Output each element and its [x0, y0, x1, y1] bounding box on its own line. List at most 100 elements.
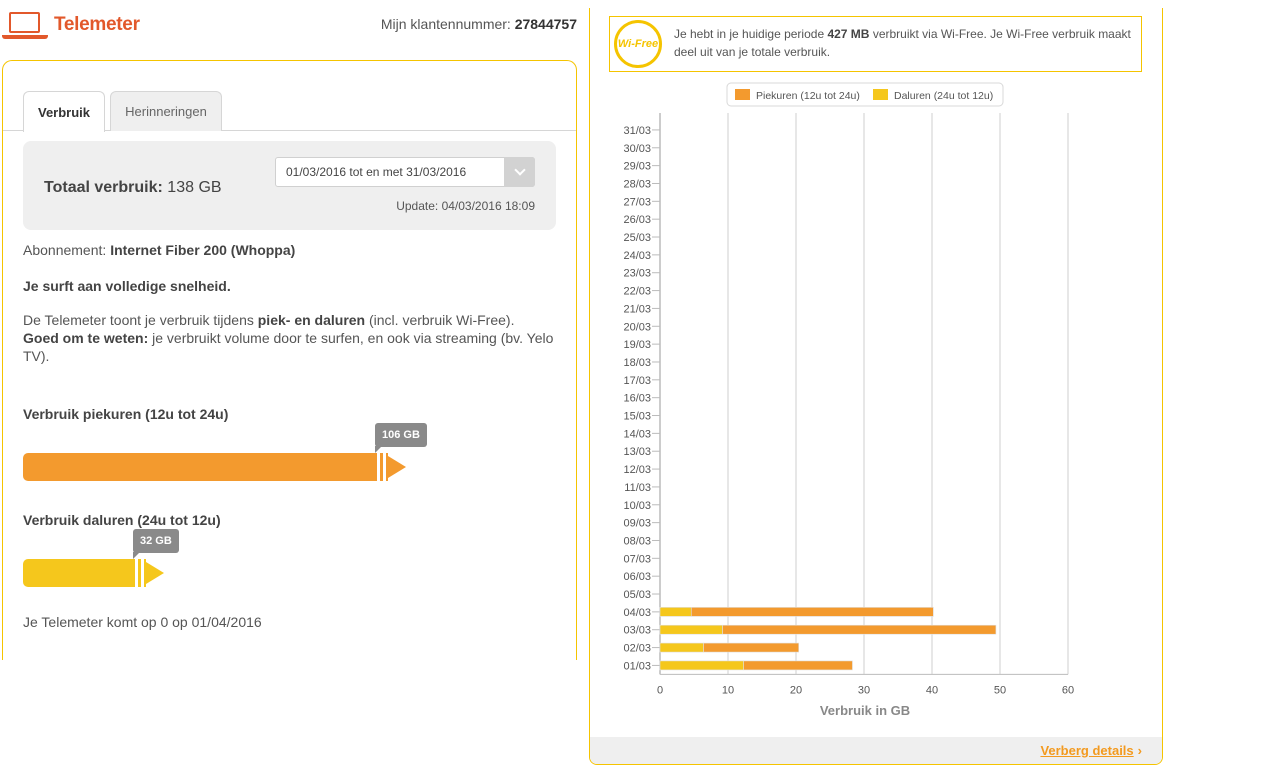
details-footer: Verberg details › — [590, 737, 1162, 764]
y-tick-label-01-03: 01/03 — [623, 660, 651, 672]
y-tick-label-16-03: 16/03 — [623, 393, 651, 405]
bar-03-03-series-0 — [659, 624, 723, 635]
y-tick-label-10-03: 10/03 — [623, 500, 651, 512]
wifi-free-logo-icon: Wi-Free — [614, 20, 662, 68]
x-tick-label-0: 0 — [657, 684, 663, 696]
chevron-down-icon — [513, 164, 526, 176]
period-select[interactable]: 01/03/2016 tot en met 31/03/2016 — [275, 157, 535, 187]
legend-swatch-1 — [873, 89, 888, 100]
bar-02-03-series-0 — [659, 642, 704, 653]
y-tick-label-18-03: 18/03 — [623, 357, 651, 369]
x-tick-label-20: 20 — [790, 684, 802, 696]
y-tick-label-29-03: 29/03 — [623, 161, 651, 173]
chart-grid — [659, 113, 1069, 675]
offpeak-bar-tip — [146, 562, 164, 584]
bar-01-03-series-0 — [659, 660, 744, 671]
y-tick-label-22-03: 22/03 — [623, 286, 651, 298]
y-tick-label-31-03: 31/03 — [623, 125, 651, 137]
y-tick-label-28-03: 28/03 — [623, 178, 651, 190]
y-tick-label-06-03: 06/03 — [623, 571, 651, 583]
customer-number-value: 27844757 — [514, 16, 577, 32]
chart-y-axis: 31/03 30/03 29/03 28/03 27/03 26/03 25/03 24/03… — [623, 125, 660, 672]
y-tick-label-20-03: 20/03 — [623, 321, 651, 333]
hide-details-link[interactable]: Verberg details › — [1040, 743, 1142, 758]
y-tick-label-24-03: 24/03 — [623, 250, 651, 262]
page-title: Telemeter — [54, 14, 140, 35]
usage-card: Verbruik Herinneringen Totaal verbruik: … — [2, 60, 577, 660]
telemeter-explanation: De Telemeter toont je verbruik tijdens p… — [23, 312, 554, 364]
y-tick-label-07-03: 07/03 — [623, 553, 651, 565]
x-tick-label-30: 30 — [858, 684, 870, 696]
usage-summary: Totaal verbruik: 138 GB 01/03/2016 tot e… — [23, 141, 556, 230]
y-tick-label-02-03: 02/03 — [623, 643, 651, 655]
customer-number-label: Mijn klantennummer: — [380, 16, 511, 32]
wifi-free-notice: Wi-Free Je hebt in je huidige periode 42… — [609, 16, 1142, 72]
reset-notice: Je Telemeter komt op 0 op 01/04/2016 — [23, 614, 262, 630]
x-tick-label-50: 50 — [994, 684, 1006, 696]
update-timestamp: Update: 04/03/2016 18:09 — [396, 199, 535, 213]
y-tick-label-09-03: 09/03 — [623, 518, 651, 530]
legend-label-0: Piekuren (12u tot 24u) — [756, 90, 860, 102]
y-tick-label-23-03: 23/03 — [623, 268, 651, 280]
peak-usage-badge: 106 GB — [375, 423, 427, 453]
tab-herinneringen[interactable]: Herinneringen — [110, 91, 222, 131]
chart-x-axis-title: Verbruik in GB — [820, 703, 910, 718]
legend-label-1: Daluren (24u tot 12u) — [894, 90, 993, 102]
subscription-info: Abonnement: Internet Fiber 200 (Whoppa) — [23, 241, 563, 259]
y-tick-label-14-03: 14/03 — [623, 428, 651, 440]
peak-bar-body — [23, 453, 388, 481]
bar-02-03-series-1 — [703, 642, 800, 653]
bar-01-03-series-1 — [743, 660, 853, 671]
x-tick-label-60: 60 — [1062, 684, 1074, 696]
daily-usage-chart: Piekuren (12u tot 24u) Daluren (24u tot 1… — [623, 82, 1074, 718]
y-tick-label-15-03: 15/03 — [623, 411, 651, 423]
total-usage-label: Totaal verbruik: — [44, 179, 163, 196]
total-usage: Totaal verbruik: 138 GB — [44, 179, 222, 197]
y-tick-label-04-03: 04/03 — [623, 607, 651, 619]
details-panel: Wi-Free Je hebt in je huidige periode 42… — [589, 8, 1163, 765]
y-tick-label-26-03: 26/03 — [623, 214, 651, 226]
bar-04-03-series-1 — [690, 607, 934, 617]
tab-bar: Verbruik Herinneringen — [3, 91, 576, 132]
y-tick-label-03-03: 03/03 — [623, 625, 651, 637]
peak-usage-title: Verbruik piekuren (12u tot 24u) — [23, 406, 229, 422]
chart-x-axis: 0 10 20 30 40 50 60 — [657, 684, 1074, 696]
wifi-free-text: Je hebt in je huidige periode 427 MB ver… — [674, 27, 1131, 59]
offpeak-usage-badge: 32 GB — [133, 529, 179, 559]
y-tick-label-27-03: 27/03 — [623, 196, 651, 208]
y-tick-label-05-03: 05/03 — [623, 589, 651, 601]
brand: Telemeter — [2, 8, 140, 42]
x-tick-label-10: 10 — [722, 684, 734, 696]
chart-bars — [659, 607, 997, 671]
bar-03-03-series-1 — [722, 624, 997, 635]
offpeak-usage-title: Verbruik daluren (24u tot 12u) — [23, 512, 221, 528]
chart-legend: Piekuren (12u tot 24u) Daluren (24u tot 1… — [726, 82, 1004, 107]
offpeak-bar-body — [23, 559, 146, 587]
y-tick-label-25-03: 25/03 — [623, 232, 651, 244]
y-tick-label-12-03: 12/03 — [623, 464, 651, 476]
y-tick-label-30-03: 30/03 — [623, 143, 651, 155]
y-tick-label-21-03: 21/03 — [623, 303, 651, 315]
speed-message: Je surft aan volledige snelheid. — [23, 278, 231, 294]
legend-swatch-0 — [735, 89, 750, 100]
laptop-icon — [2, 10, 48, 40]
total-usage-value: 138 GB — [167, 179, 222, 196]
wifi-free-logo-text: Wi-Free — [617, 38, 659, 50]
bar-04-03-series-0 — [659, 607, 692, 617]
peak-bar-tip — [388, 456, 406, 478]
y-tick-label-08-03: 08/03 — [623, 535, 651, 547]
wifi-free-amount: 427 MB — [827, 27, 870, 41]
subscription-label: Abonnement: — [23, 242, 107, 258]
subscription-value: Internet Fiber 200 (Whoppa) — [110, 242, 296, 258]
x-tick-label-40: 40 — [926, 684, 938, 696]
tab-verbruik[interactable]: Verbruik — [23, 91, 105, 132]
y-tick-label-11-03: 11/03 — [624, 482, 651, 494]
period-select-toggle[interactable] — [504, 157, 535, 187]
chevron-right-icon: › — [1137, 743, 1142, 758]
legend-box — [726, 82, 1004, 107]
y-tick-label-19-03: 19/03 — [623, 339, 651, 351]
customer-number: Mijn klantennummer: 27844757 — [381, 16, 577, 32]
period-select-value: 01/03/2016 tot en met 31/03/2016 — [286, 165, 467, 179]
y-tick-label-13-03: 13/03 — [623, 446, 651, 458]
y-tick-label-17-03: 17/03 — [623, 375, 651, 387]
